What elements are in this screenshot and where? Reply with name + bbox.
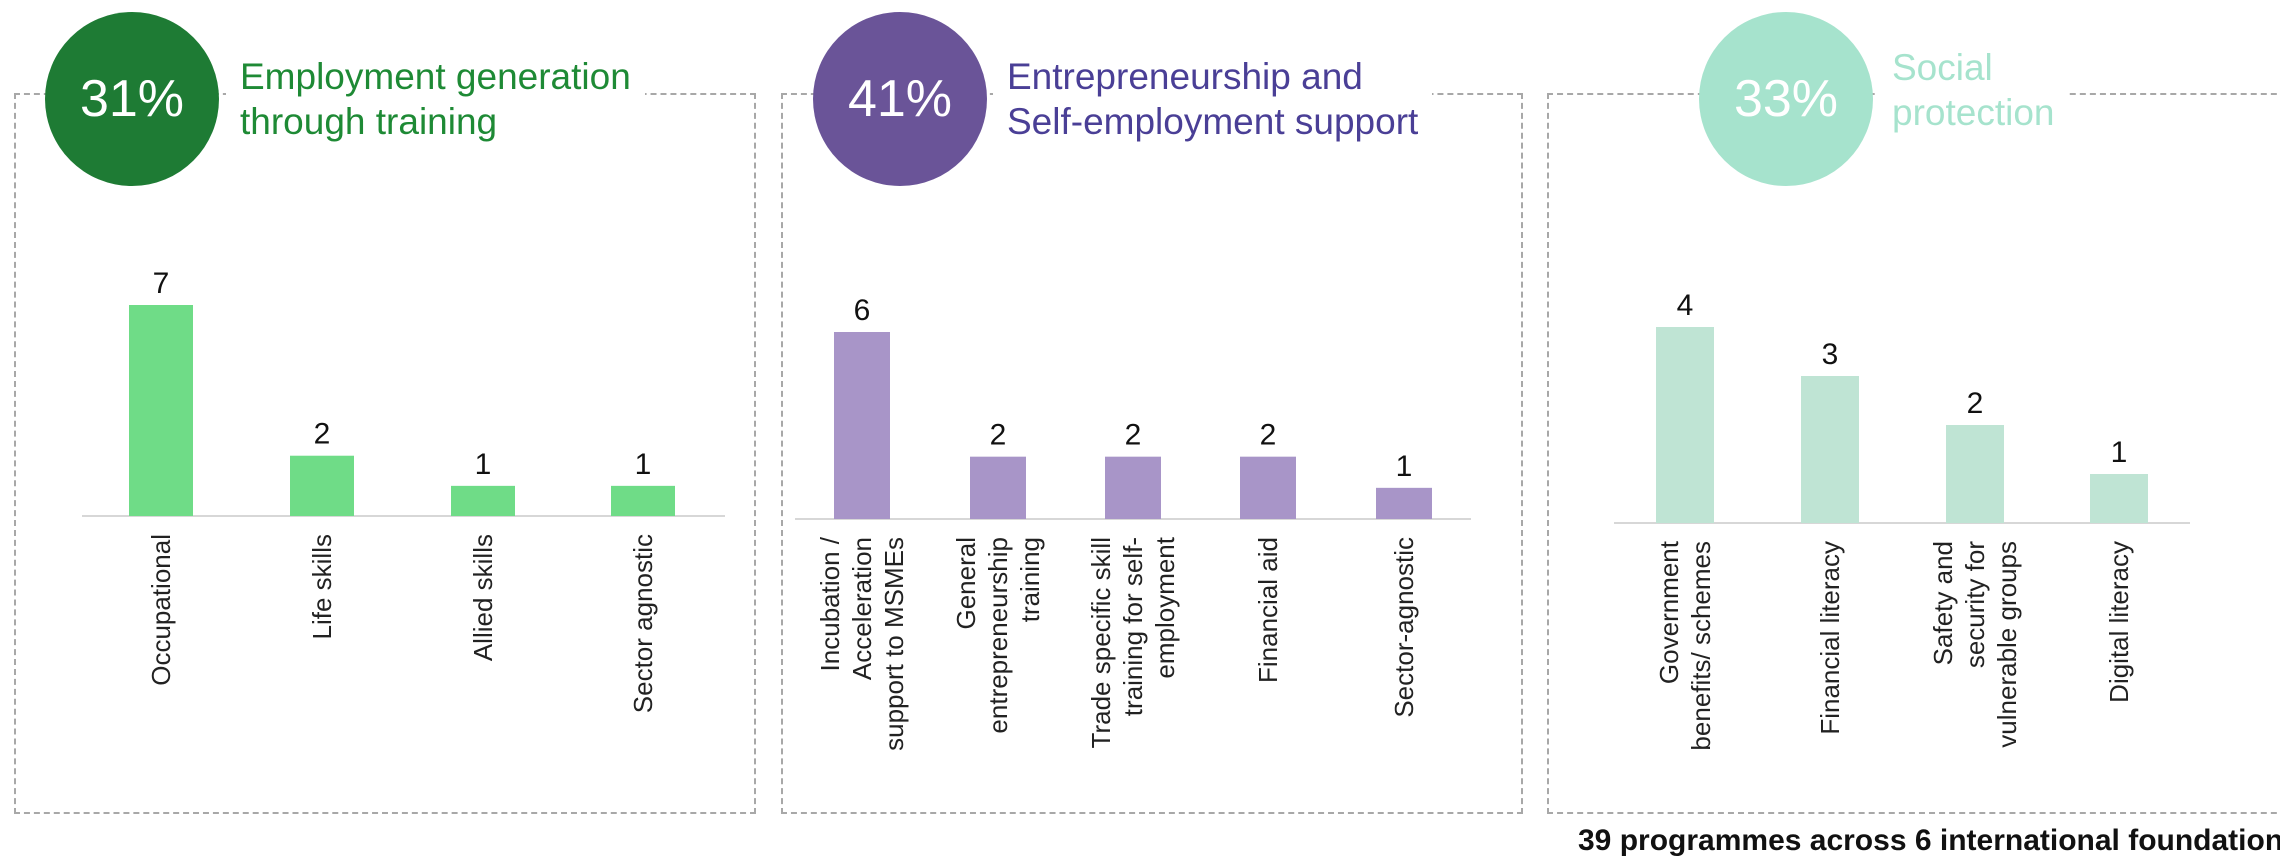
social-protection-tick-label: Safety and security for vulnerable groups [1928,541,2022,748]
entrepreneurship-tick-label: Incubation / Acceleration support to MSMEs [815,536,909,751]
entrepreneurship-title-line-1: Entrepreneurship and [1007,56,1363,97]
employment-bar [611,485,675,516]
entrepreneurship-bar [1376,487,1432,519]
social-protection-bar [1801,376,1859,523]
entrepreneurship-tick-label-line: General [951,537,981,630]
entrepreneurship-data-label: 2 [1260,419,1277,452]
entrepreneurship-tick-label-line: Sector-agnostic [1389,537,1419,718]
social-protection-tick-label-line: Safety and [1928,541,1958,665]
employment-tick-label: Occupational [146,534,176,686]
entrepreneurship-percent-badge: 41% [813,12,987,186]
social-protection-tick-label-line: security for [1960,541,1990,668]
social-protection-bar [1946,425,2004,523]
entrepreneurship-tick-label: Trade specific skill training for self-em… [1086,536,1180,748]
entrepreneurship-tick-label-line: Incubation / [815,536,845,671]
social-protection-data-label: 3 [1822,338,1839,371]
employment-data-label: 1 [635,448,652,481]
entrepreneurship-bar [1105,456,1161,519]
entrepreneurship-data-label: 6 [854,294,871,327]
employment-chart-title: Employment generation through training [226,54,645,144]
employment-title-line-1: Employment generation [240,56,631,97]
social-protection-bar [1656,327,1714,523]
social-protection-title-line-1: Social [1892,47,1993,88]
employment-bar [129,305,193,516]
social-protection-tick-label-line: benefits/ schemes [1686,541,1716,751]
entrepreneurship-bar [970,456,1026,519]
entrepreneurship-title-line-2: Self-employment support [1007,101,1419,142]
entrepreneurship-tick-label-line: Financial aid [1253,537,1283,683]
social-protection-data-label: 2 [1967,387,1984,420]
entrepreneurship-tick-label-line: training for self- [1118,537,1148,716]
entrepreneurship-tick-label-line: support to MSMEs [879,537,909,751]
entrepreneurship-tick-label-line: Acceleration [847,537,877,680]
employment-percent-badge: 31% [45,12,219,186]
footer-note: 39 programmes across 6 international fou… [1578,824,2280,857]
entrepreneurship-tick-label-line: Trade specific skill [1086,537,1116,748]
employment-bar [451,485,515,516]
employment-tick-label: Sector agnostic [628,534,658,713]
social-protection-tick-label-line: Digital literacy [2104,541,2134,703]
social-protection-tick-label: Financial literacy [1815,541,1845,735]
employment-data-label: 7 [153,267,170,300]
employment-data-label: 1 [475,448,492,481]
employment-tick-label-line: Sector agnostic [628,534,658,713]
entrepreneurship-tick-label: General entrepreneurship training [951,537,1045,734]
entrepreneurship-tick-label-line: entrepreneurship [983,537,1013,734]
social-protection-bar [2090,474,2148,523]
social-protection-tick-label-line: Financial literacy [1815,541,1845,735]
social-protection-data-label: 4 [1677,289,1694,322]
employment-tick-label: Allied skills [468,534,498,661]
social-protection-tick-label-line: Government [1654,540,1684,684]
entrepreneurship-bar [834,332,890,519]
employment-title-line-2: through training [240,101,498,142]
social-protection-data-label: 1 [2111,436,2128,469]
social-protection-tick-label: Government benefits/ schemes [1654,540,1716,750]
social-protection-tick-label-line: vulnerable groups [1992,541,2022,748]
entrepreneurship-bar [1240,456,1296,519]
employment-tick-label-line: Occupational [146,534,176,686]
social-protection-chart-title: Social protection [1878,45,2069,135]
entrepreneurship-tick-label: Financial aid [1253,537,1283,683]
employment-tick-label-line: Life skills [307,534,337,639]
employment-bar [290,455,354,516]
entrepreneurship-data-label: 2 [1125,419,1142,452]
entrepreneurship-tick-label-line: training [1015,537,1045,622]
entrepreneurship-data-label: 2 [990,419,1007,452]
entrepreneurship-chart-title: Entrepreneurship and Self-employment sup… [993,54,1433,144]
entrepreneurship-data-label: 1 [1396,450,1413,483]
social-protection-tick-label: Digital literacy [2104,541,2134,703]
entrepreneurship-tick-label-line: employment [1150,536,1180,678]
social-protection-percent-badge: 33% [1699,12,1873,186]
employment-tick-label: Life skills [307,534,337,639]
employment-data-label: 2 [314,418,331,451]
entrepreneurship-tick-label: Sector-agnostic [1389,537,1419,718]
social-protection-title-line-2: protection [1892,92,2055,133]
employment-tick-label-line: Allied skills [468,534,498,661]
